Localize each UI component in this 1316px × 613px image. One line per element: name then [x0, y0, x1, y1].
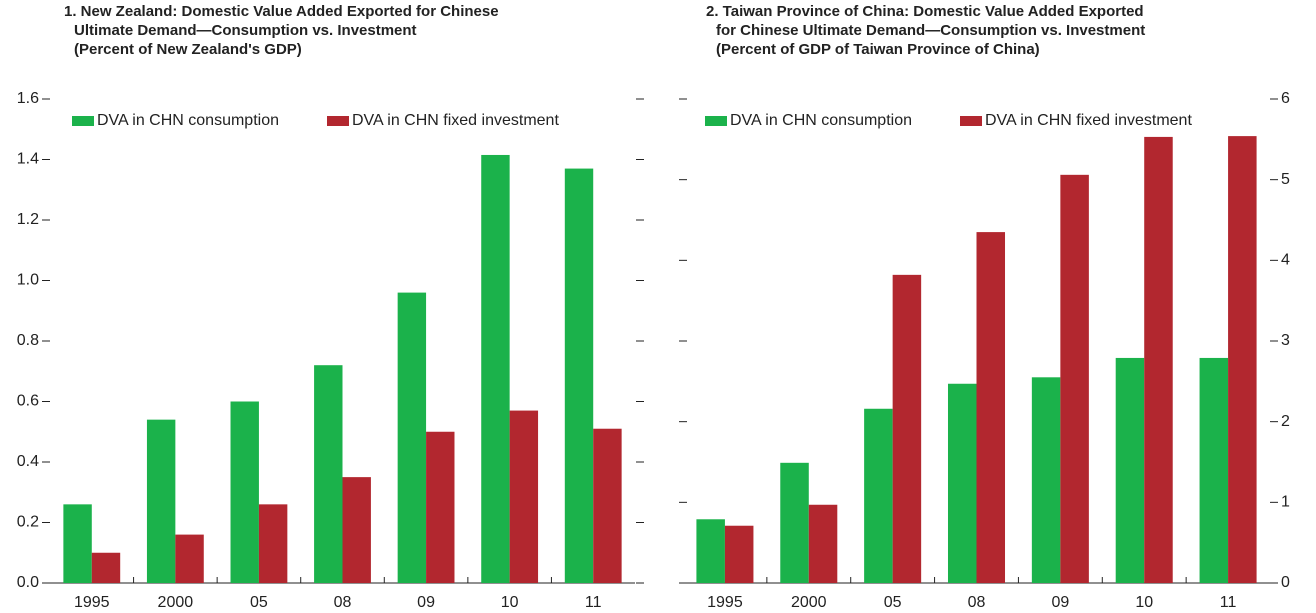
bar — [593, 428, 622, 583]
bar — [1144, 136, 1173, 583]
y-tick-label: 0.2 — [17, 514, 39, 531]
bar — [696, 519, 725, 583]
bar — [892, 274, 922, 583]
bar — [397, 292, 427, 583]
legend-swatch — [960, 116, 982, 126]
x-tick-label: 11 — [585, 594, 602, 611]
x-tick-label: 10 — [1135, 594, 1153, 611]
y-tick-label: 1.0 — [17, 272, 39, 289]
x-tick-label: 2000 — [158, 594, 194, 611]
bar — [780, 462, 809, 583]
y-tick-label: 1.2 — [17, 211, 39, 228]
bar — [426, 431, 455, 583]
legend-label: DVA in CHN fixed investment — [985, 112, 1192, 129]
x-tick-label: 08 — [334, 594, 352, 611]
y-tick-label: 0.0 — [17, 574, 39, 591]
y-tick-label: 0.6 — [17, 393, 39, 410]
legend-swatch — [705, 116, 727, 126]
y-tick-label: 1.6 — [17, 90, 39, 107]
x-tick-label: 1995 — [74, 594, 110, 611]
bar — [91, 552, 121, 583]
bar — [146, 419, 176, 583]
y-tick-label: 4 — [1281, 252, 1290, 269]
bar — [564, 168, 594, 583]
x-tick-label: 11 — [1220, 594, 1237, 611]
legend-label: DVA in CHN fixed investment — [352, 112, 559, 129]
x-tick-label: 05 — [884, 594, 902, 611]
bar — [1199, 357, 1229, 583]
chart-title: (Percent of GDP of Taiwan Province of Ch… — [716, 41, 1040, 58]
bar — [63, 504, 92, 583]
y-tick-label: 0 — [1281, 574, 1290, 591]
bar — [258, 504, 288, 583]
legend-label: DVA in CHN consumption — [97, 112, 279, 129]
y-tick-label: 6 — [1281, 90, 1290, 107]
bar — [724, 525, 754, 583]
y-tick-label: 3 — [1281, 332, 1290, 349]
x-tick-label: 1995 — [707, 594, 743, 611]
y-tick-label: 2 — [1281, 413, 1290, 430]
legend-swatch — [72, 116, 94, 126]
chart-title: 2. Taiwan Province of China: Domestic Va… — [706, 3, 1144, 20]
bar — [1115, 357, 1145, 583]
bar — [1031, 377, 1061, 583]
chart-title: 1. New Zealand: Domestic Value Added Exp… — [64, 3, 499, 20]
bar — [175, 534, 204, 583]
x-tick-label: 10 — [501, 594, 519, 611]
x-tick-label: 09 — [1051, 594, 1069, 611]
bar — [1060, 174, 1089, 583]
bar — [481, 154, 510, 583]
y-tick-label: 0.4 — [17, 453, 39, 470]
legend-label: DVA in CHN consumption — [730, 112, 912, 129]
bar — [864, 408, 893, 583]
bar — [314, 365, 343, 583]
y-tick-label: 0.8 — [17, 332, 39, 349]
bar — [976, 232, 1006, 583]
chart-title: Ultimate Demand—Consumption vs. Investme… — [74, 22, 417, 39]
bar — [947, 383, 977, 583]
chart-title: (Percent of New Zealand's GDP) — [74, 41, 302, 58]
y-tick-label: 1.4 — [17, 151, 39, 168]
x-tick-label: 09 — [417, 594, 435, 611]
y-tick-label: 5 — [1281, 171, 1290, 188]
bar — [808, 504, 838, 583]
bar — [509, 410, 539, 583]
x-tick-label: 2000 — [791, 594, 827, 611]
legend-swatch — [327, 116, 349, 126]
chart-title: for Chinese Ultimate Demand—Consumption … — [716, 22, 1145, 39]
y-tick-label: 1 — [1281, 494, 1290, 511]
bar — [342, 477, 371, 583]
bar — [1228, 136, 1257, 583]
bar — [230, 401, 259, 583]
x-tick-label: 08 — [968, 594, 986, 611]
x-tick-label: 05 — [250, 594, 268, 611]
